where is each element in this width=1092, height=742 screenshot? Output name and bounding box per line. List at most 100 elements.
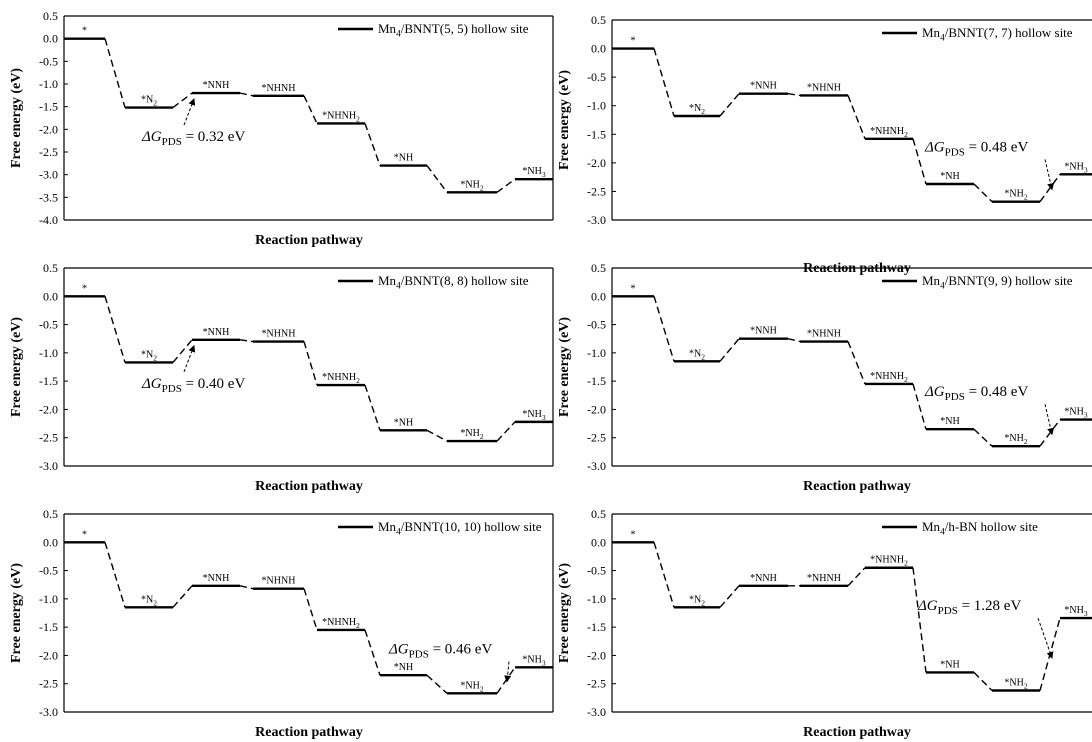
- step-label: *N2: [689, 348, 705, 361]
- step-label: *NHNH: [262, 329, 296, 340]
- connector-7: [496, 666, 516, 694]
- connector-2: [172, 92, 193, 109]
- step-label: *NH2: [1004, 189, 1027, 202]
- connector-5: [912, 567, 927, 673]
- step-label: *NHNH2: [322, 110, 360, 123]
- y-tick-label: -2.5: [39, 677, 58, 691]
- y-tick-label: -2.5: [587, 677, 606, 691]
- y-tick-label: -1.5: [39, 620, 58, 634]
- step-label: *NHNH: [807, 573, 841, 584]
- y-tick-label: -1.0: [39, 77, 58, 91]
- connector-7: [1039, 419, 1061, 447]
- step-label: *NH3: [522, 654, 545, 667]
- connector-2: [719, 93, 740, 117]
- y-axis-label: Free energy (eV): [9, 317, 24, 417]
- y-tick-label: -0.5: [39, 564, 58, 578]
- step-label: *NNH: [203, 327, 230, 338]
- y-tick-label: 0.5: [43, 261, 58, 275]
- step-label: *: [631, 283, 636, 294]
- connector-6: [973, 428, 993, 447]
- connector-1: [653, 542, 675, 608]
- annotation-arrow: [1037, 618, 1054, 659]
- step-label: *: [631, 529, 636, 540]
- connector-6: [426, 674, 448, 694]
- connector-1: [104, 38, 126, 108]
- legend-label: Mn4/BNNT(9, 9) hollow site: [922, 273, 1073, 292]
- y-tick-label: -2.5: [39, 145, 58, 159]
- y-tick-label: 0.5: [43, 507, 58, 521]
- chart-panel-6: 0.5 0.0 -0.5 -1.0 -1.5 -2.0 -2.5 -3.0 Free energ…: [557, 507, 1092, 740]
- y-tick-label: -1.0: [39, 346, 58, 360]
- connector-4: [303, 588, 318, 631]
- delta-g-annotation: ΔGPDS = 0.32 eV: [141, 129, 245, 148]
- y-tick-label: -3.0: [39, 705, 58, 719]
- step-label: *NNH: [750, 81, 777, 92]
- connector-3: [239, 339, 254, 343]
- connector-6: [973, 671, 993, 691]
- delta-g-annotation: ΔGPDS = 0.40 eV: [141, 376, 245, 395]
- annotation-arrow: [1044, 404, 1055, 436]
- step-label: *N2: [141, 95, 157, 108]
- y-tick-label: 0.0: [43, 32, 58, 46]
- step-label: *NH: [940, 171, 959, 182]
- legend-label: Mn4/BNNT(7, 7) hollow site: [922, 25, 1073, 44]
- y-tick-label: -0.5: [39, 54, 58, 68]
- y-tick-label: -2.0: [39, 648, 58, 662]
- connector-7: [1039, 617, 1061, 691]
- x-axis-label: Reaction pathway: [803, 479, 911, 494]
- connector-5: [364, 123, 381, 166]
- y-tick-label: -3.0: [39, 459, 58, 473]
- y-tick-label: -2.5: [587, 431, 606, 445]
- x-axis-label: Reaction pathway: [803, 725, 911, 740]
- connector-2: [719, 585, 740, 608]
- step-label: *NH2: [1004, 433, 1027, 446]
- annotation-arrow: [1044, 159, 1055, 191]
- connector-2: [172, 339, 193, 363]
- y-tick-label: -3.0: [587, 213, 606, 227]
- connector-5: [912, 138, 927, 185]
- step-label: *NHNH2: [322, 372, 360, 385]
- legend-label: Mn4/BNNT(5, 5) hollow site: [378, 21, 529, 40]
- y-tick-label: -3.0: [587, 705, 606, 719]
- connector-3: [239, 585, 254, 590]
- connector-6: [426, 165, 448, 193]
- step-label: *N2: [689, 103, 705, 116]
- y-tick-label: 0.0: [43, 535, 58, 549]
- y-tick-label: -1.5: [587, 620, 606, 634]
- y-tick-label: 0.0: [591, 289, 606, 303]
- chart-panel-5: 0.5 0.0 -0.5 -1.0 -1.5 -2.0 -2.5 -3.0 Free energ…: [9, 507, 554, 740]
- y-tick-label: -2.0: [587, 648, 606, 662]
- step-label: *NNH: [750, 326, 777, 337]
- y-tick-label: 0.5: [591, 13, 606, 27]
- y-tick-label: -2.0: [587, 156, 606, 170]
- step-label: *NH3: [522, 409, 545, 422]
- x-axis-label: Reaction pathway: [255, 479, 363, 494]
- x-axis-label: Reaction pathway: [255, 233, 363, 248]
- connector-1: [104, 542, 126, 608]
- connector-4: [847, 341, 866, 385]
- step-label: *NHNH2: [322, 617, 360, 630]
- y-tick-label: -1.5: [39, 100, 58, 114]
- connector-7: [496, 178, 516, 193]
- step-label: *NHNH: [807, 329, 841, 340]
- connector-5: [364, 384, 381, 431]
- y-tick-label: -3.0: [39, 168, 58, 182]
- chart-panel-2: 0.5 0.0 -0.5 -1.0 -1.5 -2.0 -2.5 -3.0 Free energ…: [557, 13, 1092, 276]
- connector-1: [104, 296, 126, 363]
- y-axis-label: Free energy (eV): [557, 563, 572, 663]
- y-tick-label: -1.0: [587, 346, 606, 360]
- step-label: *NH: [940, 416, 959, 427]
- step-label: *NNH: [203, 573, 230, 584]
- annotation-arrow: [504, 661, 512, 683]
- step-label: *N2: [141, 594, 157, 607]
- connector-5: [912, 383, 927, 430]
- y-tick-label: -4.0: [39, 213, 58, 227]
- step-label: *NH2: [460, 179, 483, 192]
- delta-g-annotation: ΔGPDS = 0.46 eV: [388, 642, 492, 661]
- connector-4: [303, 341, 318, 386]
- connector-3: [239, 92, 254, 97]
- step-label: *NH: [394, 417, 413, 428]
- delta-g-annotation: ΔGPDS = 0.48 eV: [924, 139, 1028, 158]
- annotation-arrow: [183, 344, 196, 373]
